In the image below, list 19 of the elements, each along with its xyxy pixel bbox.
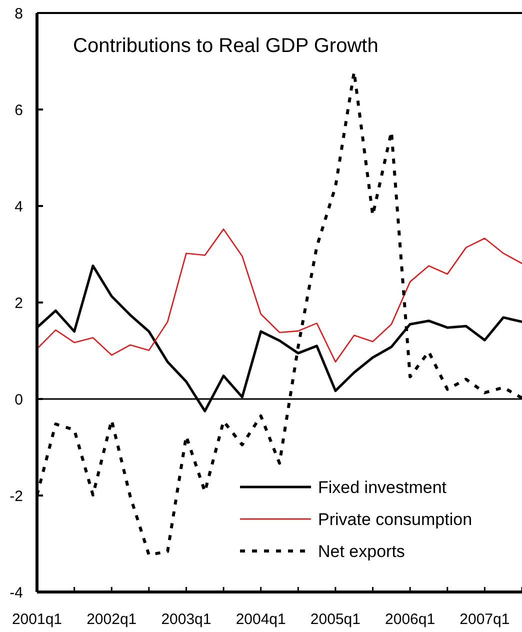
y-tick-label: 4 <box>14 198 23 216</box>
x-tick-label: 2005q1 <box>310 611 360 628</box>
legend-label: Fixed investment <box>318 478 447 497</box>
x-tick-label: 2007q1 <box>460 611 510 628</box>
y-tick-label: 6 <box>14 102 23 119</box>
y-tick-label: 0 <box>14 391 23 408</box>
legend-label: Private consumption <box>318 510 472 529</box>
x-tick-label: 2006q1 <box>385 611 436 628</box>
line-series <box>36 228 522 362</box>
y-tick-label: 2 <box>14 294 23 312</box>
y-tick-label: -2 <box>10 488 23 505</box>
x-tick-label: 2001q1 <box>12 611 62 628</box>
x-tick-label: 2003q1 <box>161 611 212 628</box>
y-tick-label: 8 <box>14 5 23 22</box>
text: Contributions to Real GDP Growth <box>73 35 378 57</box>
y-tick-label: -4 <box>10 584 23 602</box>
x-tick-label: 2004q1 <box>236 611 286 628</box>
x-tick-label: 2002q1 <box>86 611 137 628</box>
legend-label: Net exports <box>318 542 405 561</box>
